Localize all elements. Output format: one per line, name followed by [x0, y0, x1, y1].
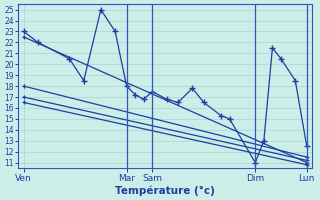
X-axis label: Température (°c): Température (°c) [115, 185, 215, 196]
